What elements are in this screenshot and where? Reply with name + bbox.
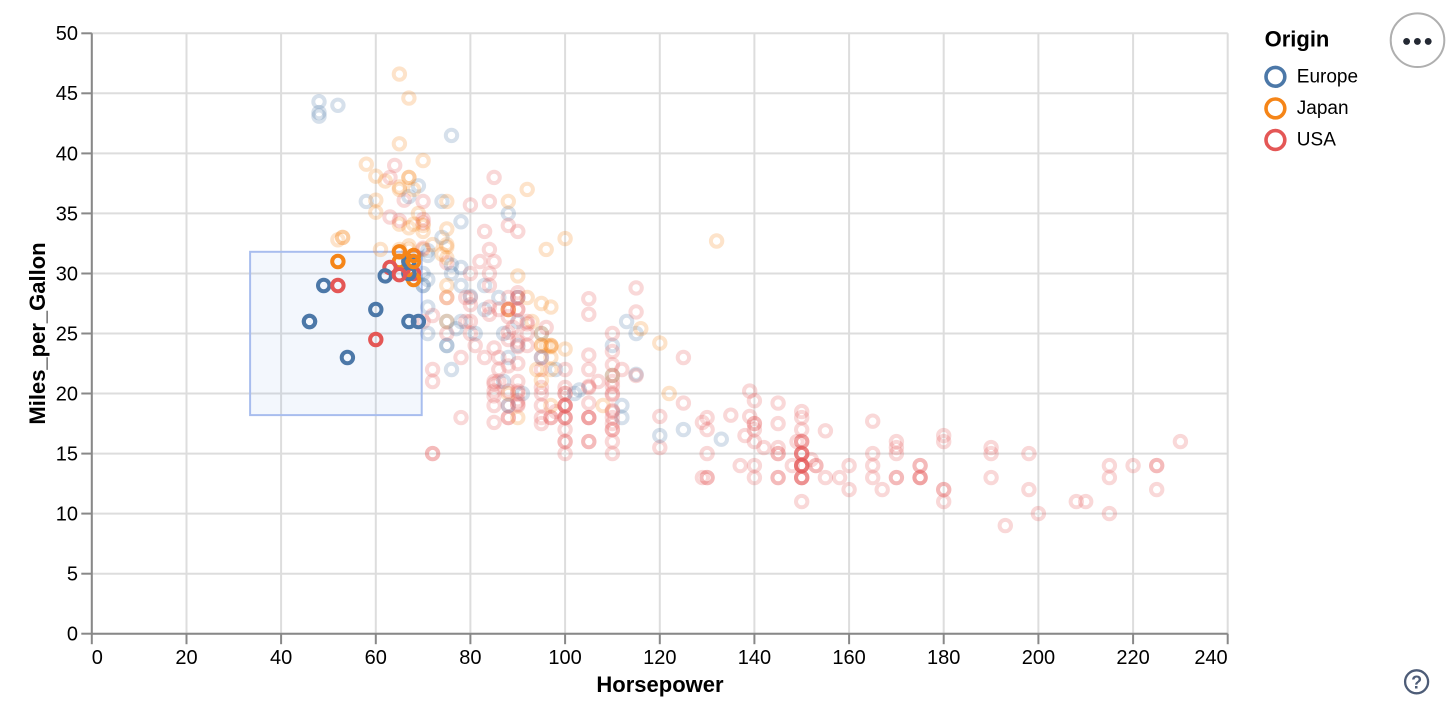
svg-text:50: 50	[56, 23, 78, 45]
svg-text:60: 60	[365, 647, 387, 669]
svg-text:25: 25	[56, 323, 78, 345]
svg-text:160: 160	[832, 647, 865, 669]
svg-text:45: 45	[56, 83, 78, 105]
svg-text:40: 40	[56, 143, 78, 165]
svg-text:120: 120	[643, 647, 676, 669]
svg-text:220: 220	[1116, 647, 1149, 669]
svg-text:5: 5	[67, 564, 78, 586]
svg-text:Miles_per_Gallon: Miles_per_Gallon	[25, 242, 50, 424]
svg-text:140: 140	[738, 647, 771, 669]
svg-text:100: 100	[548, 647, 581, 669]
svg-text:0: 0	[67, 624, 78, 646]
svg-text:20: 20	[175, 647, 197, 669]
svg-text:20: 20	[56, 383, 78, 405]
svg-text:Europe: Europe	[1297, 67, 1358, 88]
svg-text:Horsepower: Horsepower	[596, 672, 724, 697]
svg-text:?: ?	[1411, 673, 1422, 693]
svg-text:Japan: Japan	[1297, 98, 1349, 119]
svg-text:40: 40	[270, 647, 292, 669]
svg-text:80: 80	[459, 647, 481, 669]
svg-text:200: 200	[1022, 647, 1055, 669]
svg-text:0: 0	[92, 647, 103, 669]
svg-text:35: 35	[56, 203, 78, 225]
svg-text:15: 15	[56, 444, 78, 466]
svg-text:Origin: Origin	[1265, 27, 1330, 52]
svg-text:30: 30	[56, 263, 78, 285]
svg-text:USA: USA	[1297, 130, 1336, 151]
svg-text:180: 180	[927, 647, 960, 669]
svg-text:10: 10	[56, 504, 78, 526]
svg-text:240: 240	[1194, 647, 1227, 669]
